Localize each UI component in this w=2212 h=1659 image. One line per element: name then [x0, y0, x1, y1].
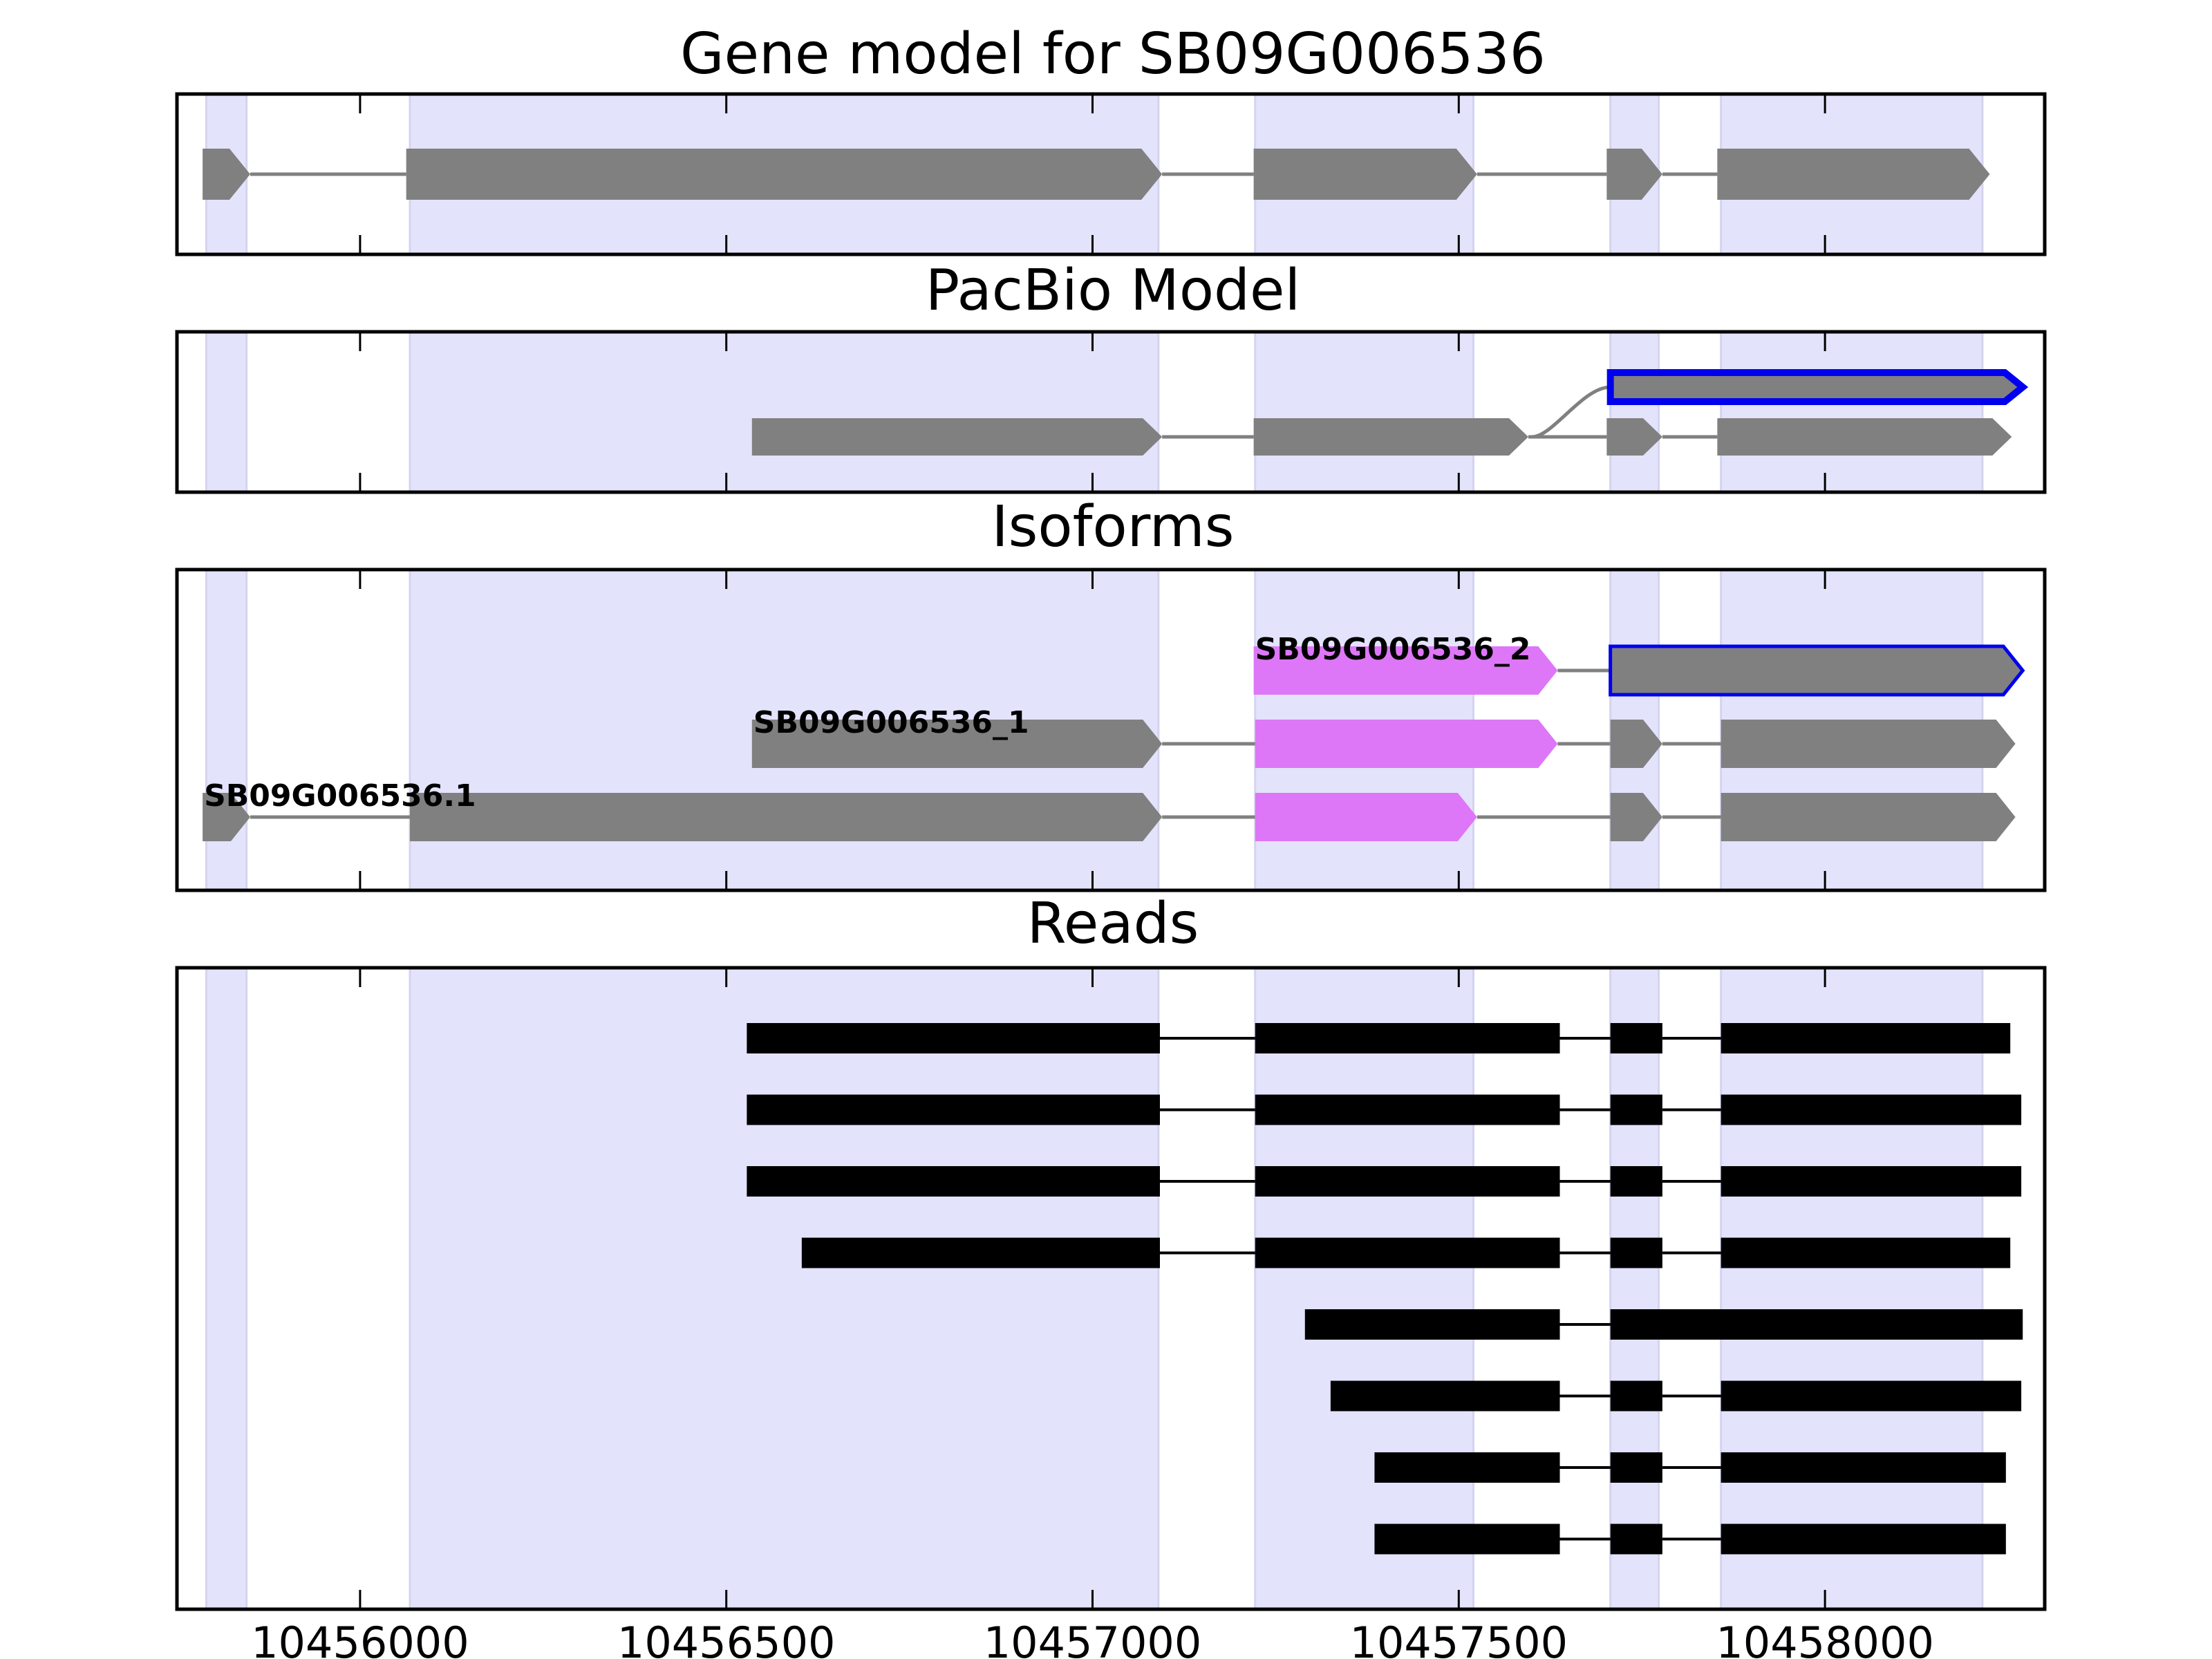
isoform-label: SB09G006536.1 [204, 778, 476, 814]
read-block [1721, 1237, 2011, 1268]
pacbio-model-title: PacBio Model [926, 258, 1301, 324]
read-block [1374, 1452, 1560, 1483]
exon-arrow [751, 720, 1163, 768]
exon-arrow [1606, 149, 1662, 200]
read-block [747, 1023, 1160, 1053]
read-block [1255, 1094, 1560, 1125]
exon-arrow [203, 149, 250, 200]
read-block [1374, 1524, 1560, 1555]
pacbio-highlights [205, 330, 1984, 494]
exon-highlight-band [205, 330, 248, 494]
read-block [1610, 1023, 1662, 1053]
exon-arrow [1609, 644, 2025, 697]
read-block [1255, 1237, 1560, 1268]
exon-arrow [1717, 418, 2012, 456]
exon-arrow [203, 793, 250, 841]
exon-highlight-band [1720, 966, 1984, 1611]
read-track [747, 1023, 2011, 1053]
exon-arrow [1255, 793, 1477, 841]
splice-junction-curve [1531, 385, 1611, 439]
isoforms-title: Isoforms [992, 494, 1235, 560]
exon-arrow [1606, 369, 2029, 405]
read-block [1721, 1023, 2011, 1053]
read-block [747, 1166, 1160, 1197]
reads-panel [175, 966, 2047, 1611]
x-tick-label: 10457500 [1350, 1618, 1568, 1659]
gene-model-frame [175, 92, 2047, 256]
isoform-label: SB09G006536_2 [1255, 632, 1531, 667]
x-tick-label: 10456000 [251, 1618, 469, 1659]
exon-arrow [409, 793, 1163, 841]
read-block [747, 1094, 1160, 1125]
exon-arrow [1717, 149, 1990, 200]
isoform-track: SB09G006536_1 [751, 705, 2016, 768]
exon-arrow [1610, 720, 1662, 768]
exon-highlight-band [409, 330, 1160, 494]
reads-frame [175, 966, 2047, 1611]
read-track [1374, 1452, 2006, 1483]
exon-highlight-band [205, 966, 248, 1611]
exon-highlight-band [409, 966, 1160, 1611]
exon-arrow [1253, 418, 1528, 456]
exon-highlight-band [1609, 966, 1660, 1611]
pacbio-frame [175, 330, 2047, 494]
exon-highlight-band [205, 568, 248, 892]
read-track [1330, 1380, 2022, 1412]
read-track [801, 1237, 2011, 1268]
read-track [1374, 1524, 2006, 1555]
read-block [1610, 1380, 1662, 1412]
read-block [1610, 1452, 1662, 1483]
gene-model-title: Gene model for SB09G006536 [680, 21, 1546, 87]
gene-model-panel [175, 92, 2047, 256]
exon-arrow [1610, 793, 1662, 841]
isoform-track: SB09G006536.1 [203, 778, 2016, 841]
read-block [1721, 1094, 2022, 1125]
x-tick-label: 10458000 [1716, 1618, 1934, 1659]
read-block [1255, 1023, 1560, 1053]
read-block [801, 1237, 1160, 1268]
read-block [1721, 1380, 2022, 1412]
isoform-label: SB09G006536_1 [753, 705, 1029, 740]
exon-arrow [406, 149, 1163, 200]
exon-highlight-band [1609, 330, 1660, 494]
read-block [1610, 1237, 1662, 1268]
read-block [1610, 1166, 1662, 1197]
read-block [1304, 1309, 1560, 1340]
exon-highlight-band [1254, 330, 1475, 494]
isoform-track: SB09G006536_2 [1253, 632, 2025, 697]
read-track [747, 1166, 2022, 1197]
read-block [1610, 1309, 2023, 1340]
isoforms-frame [175, 568, 2047, 892]
read-block [1721, 1524, 2006, 1555]
read-block [1721, 1166, 2022, 1197]
exon-highlight-band [1720, 330, 1984, 494]
reads-title: Reads [1027, 891, 1199, 957]
exon-arrow [1606, 418, 1662, 456]
x-axis: 10456000 10456500 10457000 10457500 10458000 [251, 1618, 1934, 1659]
read-block [1610, 1524, 1662, 1555]
exon-arrow [1253, 646, 1558, 695]
read-track [1304, 1309, 2023, 1340]
read-track [747, 1094, 2022, 1125]
exon-arrow [751, 418, 1163, 456]
read-block [1721, 1452, 2006, 1483]
read-block [1610, 1094, 1662, 1125]
exon-arrow [1721, 793, 2016, 841]
reads-highlights [205, 966, 1984, 1611]
x-tick-label: 10456500 [617, 1618, 836, 1659]
exon-arrow [1721, 720, 2016, 768]
read-block [1255, 1166, 1560, 1197]
pacbio-model-panel [175, 330, 2047, 494]
read-block [1330, 1380, 1560, 1412]
exon-arrow [1255, 720, 1558, 768]
x-tick-label: 10457000 [984, 1618, 1202, 1659]
exon-arrow [1253, 149, 1477, 200]
isoforms-panel: SB09G006536_2 SB09G006536_1 SB09G006536.1 [175, 568, 2047, 892]
exon-highlight-band [1254, 966, 1475, 1611]
